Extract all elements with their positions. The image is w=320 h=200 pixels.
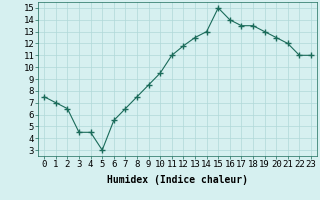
X-axis label: Humidex (Indice chaleur): Humidex (Indice chaleur) [107,175,248,185]
